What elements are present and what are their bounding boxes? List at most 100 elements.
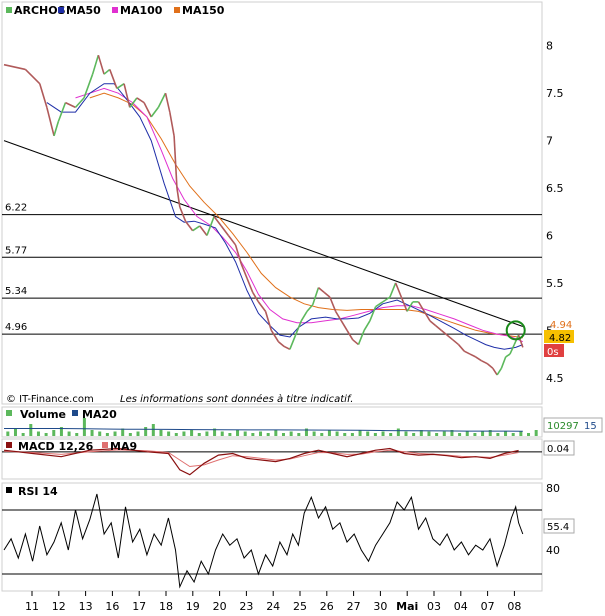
price-segment-62	[406, 301, 414, 312]
price-segment-22	[169, 111, 175, 136]
price-segment-60	[394, 282, 403, 298]
price-ytick-7: 4.5	[546, 372, 564, 385]
volume-bar	[6, 431, 10, 436]
volume-bar	[52, 430, 56, 436]
legend-label-ma50: MA50	[66, 4, 101, 17]
price-segment-11	[97, 54, 105, 75]
volume-bar	[527, 433, 531, 436]
legend-swatch-macd	[6, 442, 12, 448]
price-segment-28	[199, 225, 208, 236]
price-segment-18	[143, 102, 152, 118]
volume-bar	[251, 433, 255, 436]
macd-line	[3, 447, 519, 476]
ma50-line	[46, 83, 523, 350]
volume-bar	[297, 433, 301, 436]
volume-bar	[90, 430, 94, 436]
price-segment-38	[264, 311, 273, 331]
rsi-ytick-40: 40	[546, 544, 560, 557]
price-segment-37	[257, 301, 267, 312]
volume-bar	[44, 433, 48, 436]
legend-swatch-ma50	[58, 7, 64, 13]
volume-bar	[228, 433, 232, 436]
volume-bar	[419, 430, 423, 436]
legend-label-macd: MACD 12,26	[18, 440, 94, 453]
last-price-badge-bg	[544, 330, 574, 343]
volume-bar	[412, 433, 416, 436]
price-segment-61	[400, 296, 408, 312]
volume-bar	[13, 428, 17, 436]
volume-bar	[304, 428, 308, 436]
price-segment-21	[164, 92, 171, 113]
rsi-panel-frame	[1, 482, 543, 592]
price-segment-79	[500, 356, 507, 369]
price-segment-34	[240, 263, 248, 279]
x-tick-label-16: 04	[454, 600, 468, 613]
volume-bar	[358, 430, 362, 436]
price-segment-20	[157, 92, 167, 108]
x-tick-label-8: 23	[239, 600, 253, 613]
level-label-3: 4.96	[5, 322, 27, 333]
volume-bar	[312, 431, 316, 436]
volume-bar	[381, 431, 385, 436]
price-segment-13	[109, 69, 118, 89]
legend-swatch-macd-signal	[102, 442, 108, 448]
volume-bar	[259, 431, 263, 436]
volume-bar	[151, 424, 155, 436]
rsi-last-value: 55.4	[547, 522, 569, 533]
level-label-1: 5.77	[5, 245, 27, 256]
price-segment-31	[220, 225, 230, 236]
price-segment-42	[289, 334, 297, 350]
volume-bar	[274, 430, 278, 436]
volume-bar	[396, 428, 400, 436]
volume-bar	[67, 431, 71, 436]
price-segment-75	[481, 359, 488, 365]
price-segment-71	[457, 344, 465, 352]
price-segment-67	[435, 324, 442, 331]
price-segment-54	[357, 330, 365, 345]
volume-bar	[458, 433, 462, 436]
price-segment-45	[306, 304, 314, 312]
price-segment-7	[65, 101, 76, 109]
volume-bar	[404, 431, 408, 436]
price-segment-15	[123, 83, 131, 108]
x-tick-label-15: 03	[427, 600, 441, 613]
last-price-badge: 4.82	[549, 333, 571, 344]
volume-bar	[121, 428, 125, 436]
volume-bar	[481, 431, 485, 436]
rsi-value-box	[543, 518, 575, 534]
volume-bar	[167, 431, 171, 436]
price-segment-70	[452, 339, 460, 346]
volume-bar	[366, 431, 370, 436]
volume-value-box	[543, 417, 603, 433]
level-label-2: 5.34	[5, 286, 27, 297]
price-segment-41	[283, 345, 291, 351]
price-segment-25	[179, 206, 187, 222]
ma150-line	[89, 92, 523, 339]
price-segment-74	[475, 356, 482, 362]
price-segment-35	[246, 277, 254, 293]
volume-bar	[21, 433, 25, 436]
price-panel-frame	[1, 1, 543, 405]
rsi-ytick-80: 80	[546, 482, 560, 495]
last-price-label: 4.94	[550, 320, 572, 331]
x-tick-label-10: 25	[293, 600, 307, 613]
x-tick-label-7: 20	[213, 600, 227, 613]
volume-last-value: 10297	[547, 421, 579, 432]
price-segment-2	[24, 68, 41, 85]
volume-bar	[435, 433, 439, 436]
price-segment-5	[53, 121, 60, 137]
x-tick-label-2: 13	[79, 600, 93, 613]
legend-swatch-rsi	[6, 487, 12, 493]
x-tick-label-3: 16	[105, 600, 119, 613]
volume-bar	[136, 431, 140, 436]
ma100-line	[75, 87, 524, 343]
price-segment-72	[463, 350, 471, 355]
price-segment-43	[294, 320, 303, 336]
volume-bar	[105, 433, 109, 436]
price-segment-23	[173, 135, 178, 189]
price-segment-9	[83, 73, 94, 99]
price-segment-27	[192, 225, 201, 232]
x-tick-label-0: 11	[25, 600, 39, 613]
volume-bar	[450, 430, 454, 436]
x-tick-label-1: 12	[52, 600, 66, 613]
